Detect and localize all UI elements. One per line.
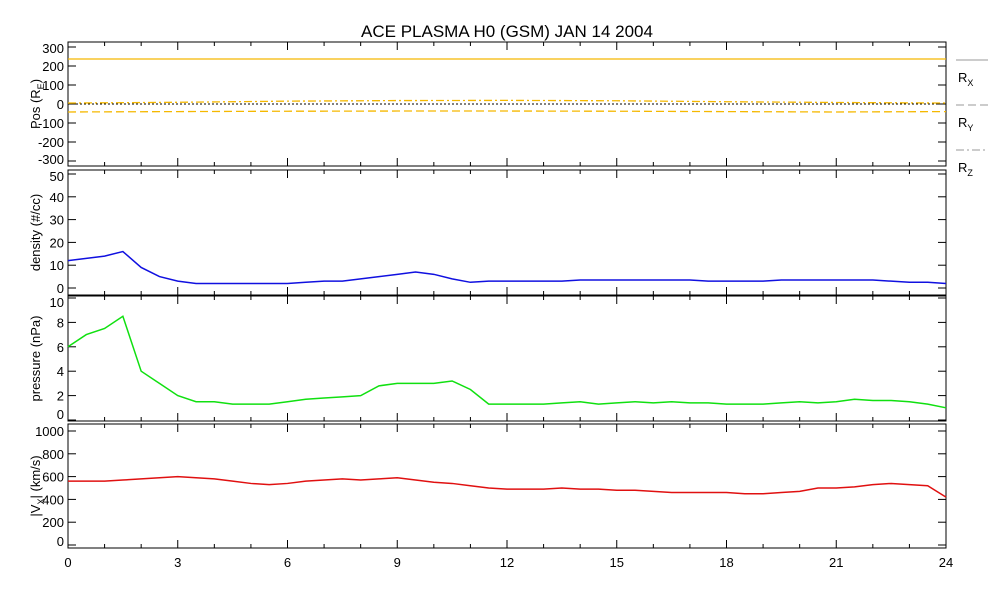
x-tick-label: 9: [394, 555, 401, 570]
y-axis-label-end: | (km/s): [28, 455, 43, 498]
y-tick-label: 50: [50, 169, 64, 184]
x-tick-label: 12: [500, 555, 514, 570]
x-tick-label: 24: [939, 555, 953, 570]
y-tick-label: -300: [38, 152, 64, 167]
y-axis-label-main: |V: [28, 504, 43, 516]
y-tick-label: 200: [42, 515, 64, 530]
series-line-2: [67, 315, 947, 409]
y-tick-label: 600: [42, 470, 64, 485]
y-tick-label: 10: [50, 295, 64, 310]
y-axis-label-end: ): [28, 79, 43, 83]
legend-label: RZ: [958, 160, 973, 178]
y-tick-label: 30: [50, 213, 64, 228]
series-line-1: [67, 250, 947, 285]
x-tick-label: 21: [829, 555, 843, 570]
y-tick-label: 2: [57, 389, 64, 404]
x-tick-label: 18: [719, 555, 733, 570]
y-tick-label: 200: [42, 59, 64, 74]
y-axis-label-1: density (#/cc): [28, 194, 43, 271]
x-tick-label: 15: [610, 555, 624, 570]
y-tick-label: -200: [38, 135, 64, 150]
y-tick-label: 6: [57, 340, 64, 355]
chart-title: ACE PLASMA H0 (GSM) JAN 14 2004: [361, 22, 653, 41]
x-tick-label: 0: [64, 555, 71, 570]
y-tick-label: 0: [57, 281, 64, 296]
legend-label: RX: [958, 70, 973, 88]
y-tick-label: 400: [42, 492, 64, 507]
y-tick-label: 100: [42, 78, 64, 93]
y-axis-label-2: pressure (nPa): [28, 316, 43, 402]
x-tick-label: 3: [174, 555, 181, 570]
legend-label: RY: [958, 115, 973, 133]
y-tick-label: 8: [57, 315, 64, 330]
y-tick-label: 10: [50, 258, 64, 273]
x-tick-label: 6: [284, 555, 291, 570]
y-tick-label: 20: [50, 235, 64, 250]
series-line-r-z: [67, 99, 947, 104]
panel-frame-0: [67, 41, 947, 167]
y-tick-label: 0: [57, 407, 64, 422]
y-axis-label-sub: E: [36, 83, 46, 89]
y-axis-label-3: |VX| (km/s): [28, 455, 46, 516]
panel-frame-3: [67, 423, 947, 549]
y-tick-label: 0: [57, 97, 64, 112]
y-axis-label-sub: X: [36, 499, 46, 505]
y-axis-label-0: Pos (RE): [28, 79, 46, 129]
y-tick-label: -100: [38, 116, 64, 131]
panel-frame-1: [67, 169, 947, 296]
y-tick-label: 800: [42, 447, 64, 462]
y-tick-label: 300: [42, 41, 64, 56]
y-axis-label-main: Pos (R: [28, 89, 43, 129]
series-line-r-y: [67, 110, 947, 113]
y-tick-label: 40: [50, 190, 64, 205]
series-line-3: [68, 475, 947, 498]
y-tick-label: 4: [57, 364, 64, 379]
y-tick-label: 0: [57, 534, 64, 549]
y-tick-label: 1000: [35, 424, 64, 439]
